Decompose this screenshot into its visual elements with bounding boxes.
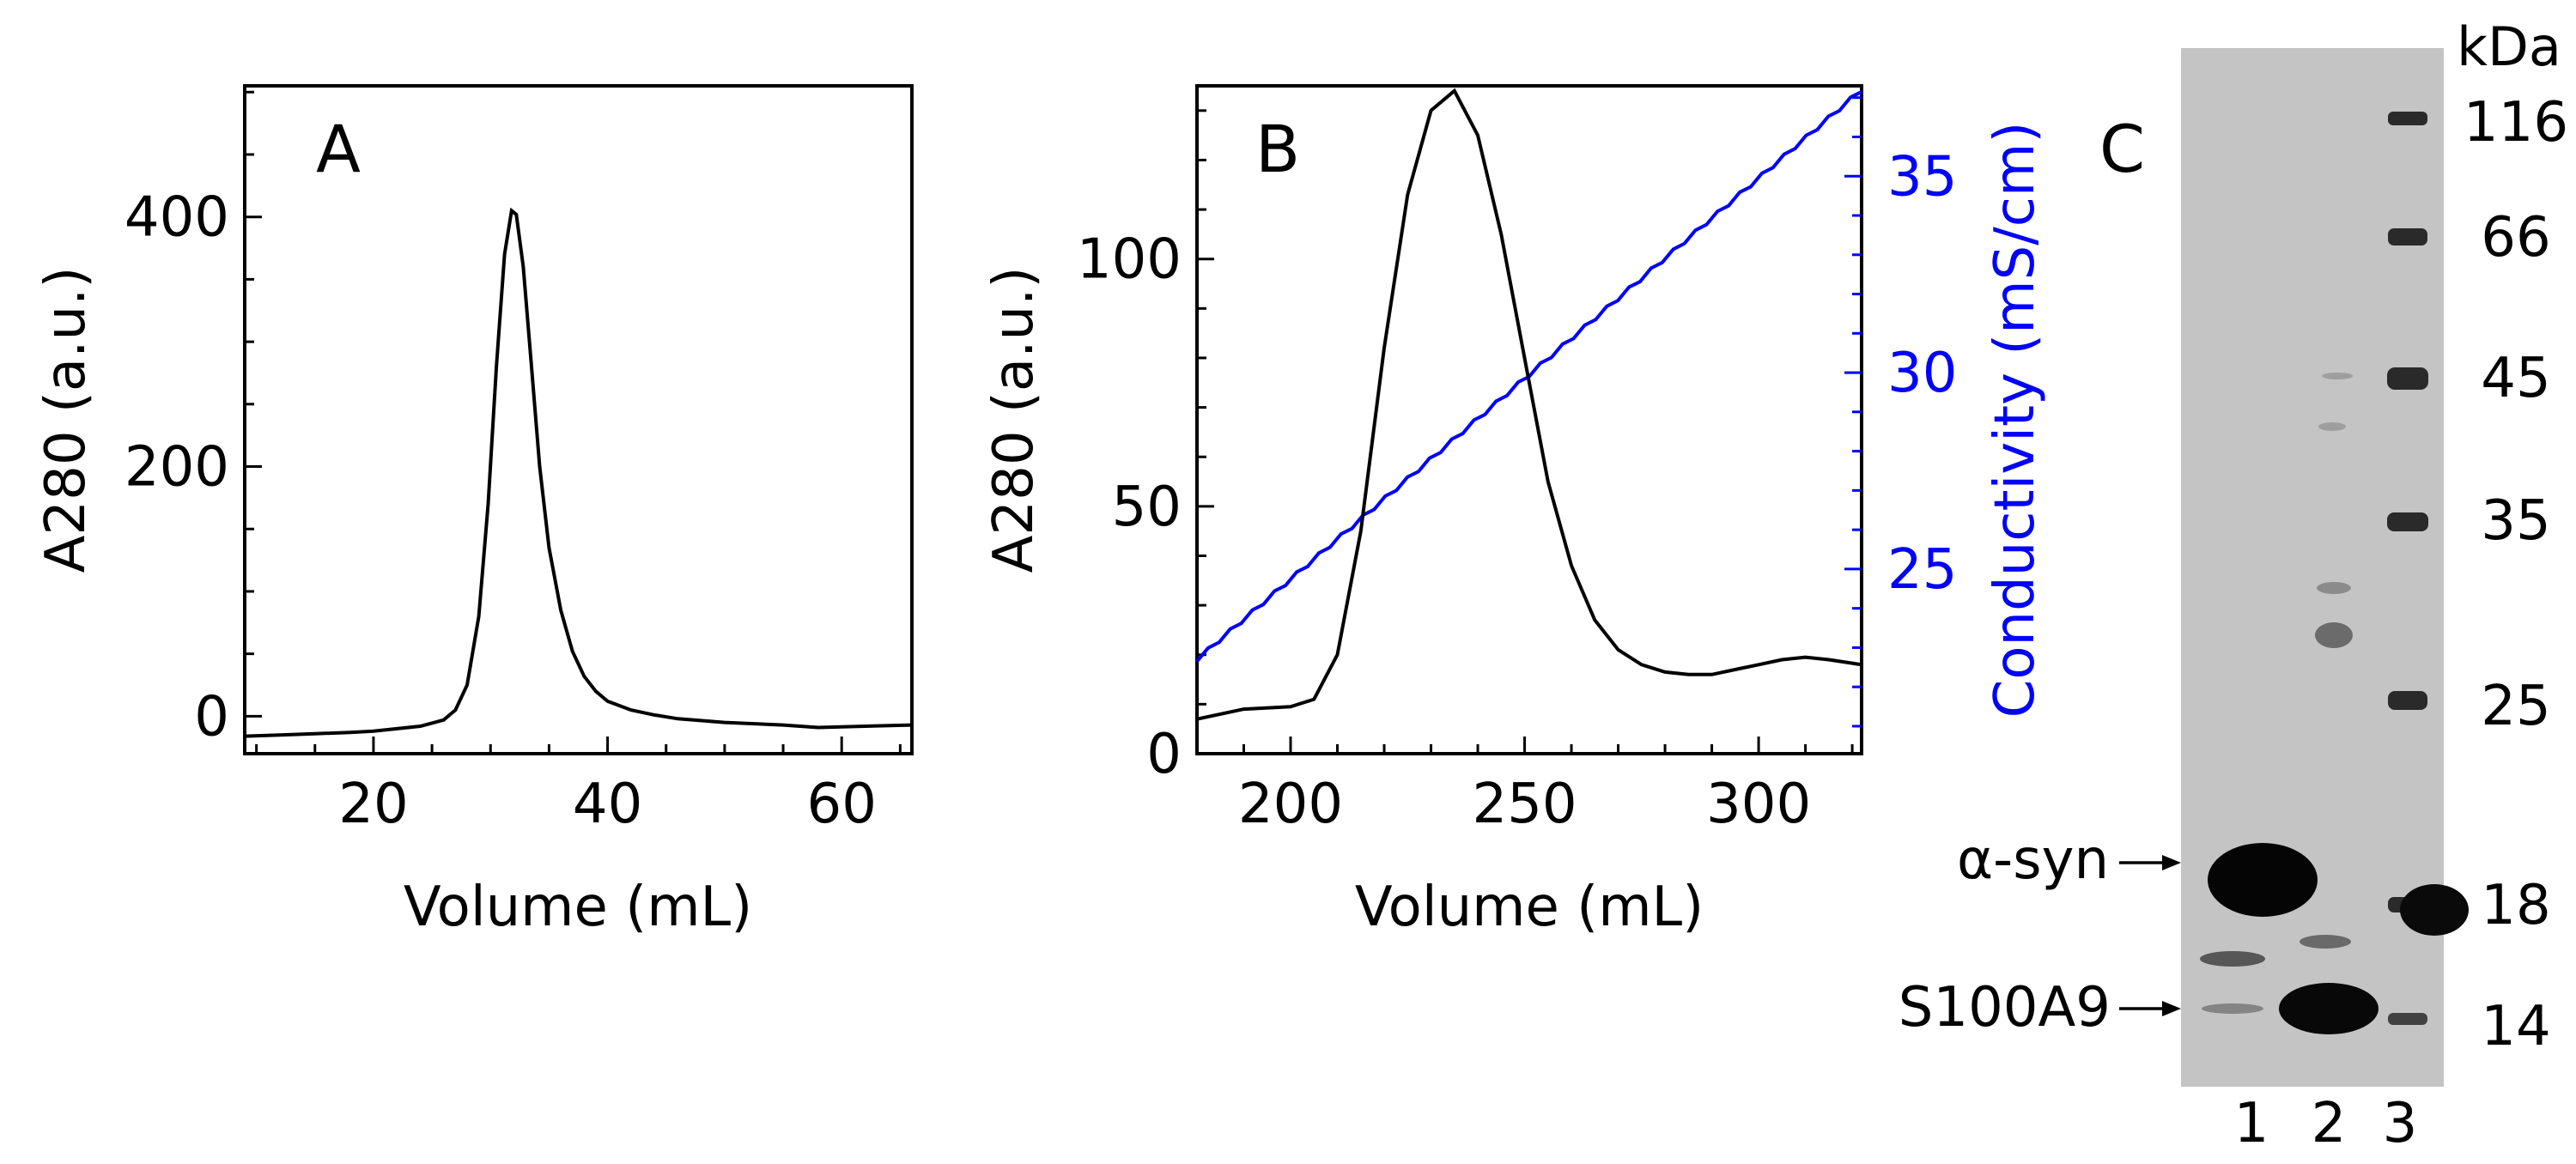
panel-a-y-label: A280 (a.u.) — [34, 267, 98, 573]
panel-a-chart: 20 40 60 0 200 400 A Volume (mL) A280 (a.u.) — [34, 84, 914, 939]
lane-label-2: 2 — [2312, 1092, 2347, 1155]
marker-label-35: 35 — [2481, 489, 2550, 553]
annotation-s100a9: S100A9 — [1899, 976, 2111, 1040]
lane-2-bands — [2279, 373, 2379, 1034]
panel-b-y-label: A280 (a.u.) — [982, 267, 1046, 573]
panel-b-letter: B — [1255, 111, 1300, 187]
panel-a-y-tick-label: 0 — [194, 685, 229, 749]
panel-b-y2-tick-label: 25 — [1887, 538, 1957, 602]
panel-c-letter: C — [2099, 111, 2145, 187]
panel-b-x-tick-label: 250 — [1472, 773, 1577, 836]
marker-band-45 — [2387, 367, 2428, 390]
panel-a-y-tick-label: 400 — [125, 186, 229, 250]
lane-2-dimer-band — [2315, 622, 2353, 648]
marker-label-45: 45 — [2481, 347, 2550, 410]
panel-b-frame — [1195, 84, 1863, 755]
annotation-alpha-syn: α-syn — [1957, 828, 2109, 892]
panel-b-y-tick-label: 100 — [1077, 228, 1182, 292]
marker-label-25: 25 — [2481, 675, 2550, 738]
panel-a-letter: A — [316, 111, 361, 187]
marker-band-14 — [2388, 1013, 2427, 1025]
lane-1-alpha-syn-band — [2208, 843, 2318, 917]
lane-label-1: 1 — [2234, 1092, 2269, 1155]
marker-label-66: 66 — [2481, 206, 2550, 270]
marker-band-35 — [2387, 512, 2428, 531]
panel-a-a280-line — [244, 207, 913, 738]
gel-unit-label: kDa — [2457, 15, 2561, 78]
marker-band-116 — [2388, 112, 2427, 125]
panel-b-a280-line — [1196, 88, 1862, 721]
arrow-s100a9 — [2119, 1001, 2181, 1016]
marker-band-25 — [2388, 691, 2427, 710]
panel-b-y2-label: Conductivity (mS/cm) — [1984, 122, 2047, 718]
marker-label-18: 18 — [2481, 874, 2550, 937]
lane-2-s100a9-band — [2279, 983, 2379, 1034]
panel-a-x-tick-label: 20 — [338, 773, 408, 836]
panel-a-x-label: Volume (mL) — [404, 876, 752, 939]
panel-c-gel: C kDa 116 — [1899, 15, 2568, 1155]
marker-label-116: 116 — [2464, 91, 2568, 155]
lane-2-faint-band-3 — [2322, 373, 2353, 379]
panel-b-y2-tick-label: 35 — [1887, 145, 1957, 209]
marker-band-66 — [2388, 228, 2427, 246]
lane-1-minor-band — [2200, 951, 2265, 967]
lane-2-faint-band-1 — [2317, 582, 2351, 594]
lane-2-faint-band-2 — [2318, 422, 2346, 431]
lane-1-faint-band — [2202, 1003, 2263, 1014]
gel-shading — [2181, 48, 2444, 1087]
lane-2-minor-band — [2300, 935, 2351, 949]
panel-b-x-tick-label: 300 — [1706, 773, 1811, 836]
panel-a-x-tick-label: 40 — [573, 773, 642, 836]
panel-b-x-tick-label: 200 — [1238, 773, 1343, 836]
panel-a-x-tick-label: 60 — [806, 773, 876, 836]
arrow-alpha-syn — [2119, 855, 2181, 870]
panel-a-ticks: 20 40 60 0 200 400 — [125, 90, 902, 836]
panel-b-y-tick-label: 50 — [1112, 476, 1182, 539]
lane-label-3: 3 — [2383, 1092, 2418, 1155]
panel-b-chart: 200 250 300 0 50 100 25 30 35 B Volume (mL) A280… — [982, 84, 2047, 939]
panel-b-y2-tick-label: 30 — [1887, 342, 1957, 405]
panel-a-y-tick-label: 200 — [125, 436, 229, 500]
panel-b-x-label: Volume (mL) — [1355, 876, 1704, 939]
lane-1-bands — [2200, 843, 2318, 1014]
marker-label-14: 14 — [2481, 995, 2550, 1058]
panel-a-frame — [243, 84, 914, 755]
panel-b-y-tick-label: 0 — [1146, 723, 1182, 786]
lane-3-edge-band — [2400, 884, 2469, 936]
gel-background — [2181, 48, 2444, 1087]
panel-b-ticks: 200 250 300 0 50 100 25 30 35 — [1077, 96, 1957, 836]
